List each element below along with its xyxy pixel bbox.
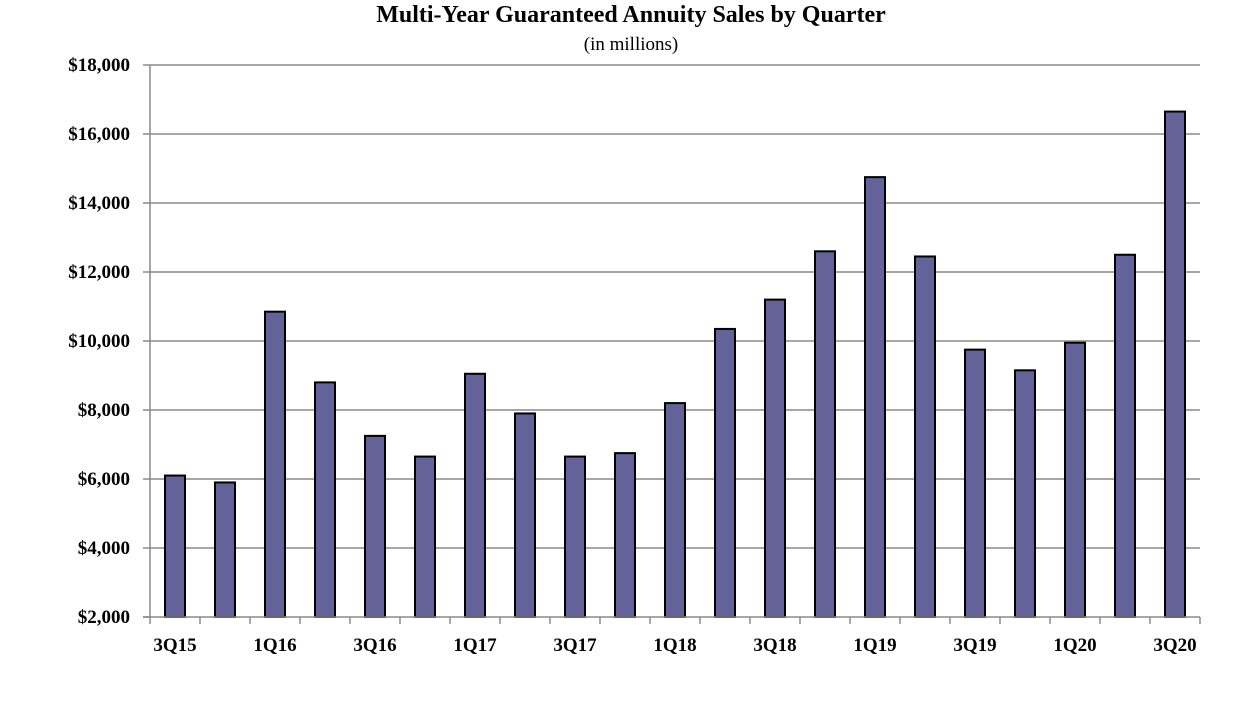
x-tick-label: 1Q17	[453, 635, 497, 656]
x-tick-label: 3Q20	[1153, 635, 1196, 656]
y-tick-label: $2,000	[78, 607, 130, 628]
bar-4Q18	[814, 250, 836, 619]
bars	[164, 110, 1186, 619]
x-axis-ticks: 3Q15 1Q16 3Q16 1Q17 3Q17 1Q18 3Q18 1Q19 3Q19 1Q20…	[149, 617, 1201, 656]
bar-1Q18	[664, 402, 686, 618]
bar-3Q16	[364, 434, 386, 619]
bar-1Q19	[864, 176, 886, 619]
bar-2Q19	[914, 255, 936, 618]
y-tick-label: $14,000	[68, 193, 130, 214]
bar-1Q17	[464, 372, 486, 618]
y-tick-label: $10,000	[68, 331, 130, 352]
bar-4Q19	[1014, 369, 1036, 618]
x-tick-label: 1Q16	[253, 635, 296, 656]
x-tick-label: 3Q19	[953, 635, 996, 656]
bar-2Q16	[314, 381, 336, 618]
axes	[143, 65, 1200, 618]
x-tick-label: 3Q17	[553, 635, 597, 656]
x-tick-label: 3Q15	[153, 635, 196, 656]
y-tick-label: $12,000	[68, 262, 130, 283]
x-tick-label: 3Q16	[353, 635, 396, 656]
bar-4Q16	[414, 455, 436, 618]
y-tick-label: $4,000	[78, 538, 130, 559]
bar-4Q17	[614, 452, 636, 619]
y-tick-label: $16,000	[68, 124, 130, 145]
bar-3Q18	[764, 298, 786, 618]
bar-3Q19	[964, 348, 986, 619]
chart-title: Multi-Year Guaranteed Annuity Sales by Q…	[376, 2, 886, 28]
y-axis-ticks: $2,000 $4,000 $6,000 $8,000 $10,000 $12,000 $1…	[68, 55, 150, 628]
bar-1Q16	[264, 310, 286, 618]
y-tick-label: $18,000	[68, 55, 130, 76]
bar-2Q17	[514, 412, 536, 619]
bar-3Q17	[564, 455, 586, 618]
x-tick-label: 3Q18	[753, 635, 796, 656]
y-tick-label: $8,000	[78, 400, 130, 421]
bar-3Q20	[1164, 110, 1186, 618]
x-tick-label: 1Q18	[653, 635, 696, 656]
bar-1Q20	[1064, 341, 1086, 618]
x-tick-label: 1Q19	[853, 635, 896, 656]
y-tick-label: $6,000	[78, 469, 130, 490]
x-tick-label: 1Q20	[1053, 635, 1096, 656]
bar-2Q20	[1114, 253, 1136, 618]
chart-subtitle: (in millions)	[584, 34, 678, 55]
bar-3Q15	[164, 474, 186, 618]
bar-2Q18	[714, 327, 736, 618]
bar-4Q15	[214, 481, 236, 619]
